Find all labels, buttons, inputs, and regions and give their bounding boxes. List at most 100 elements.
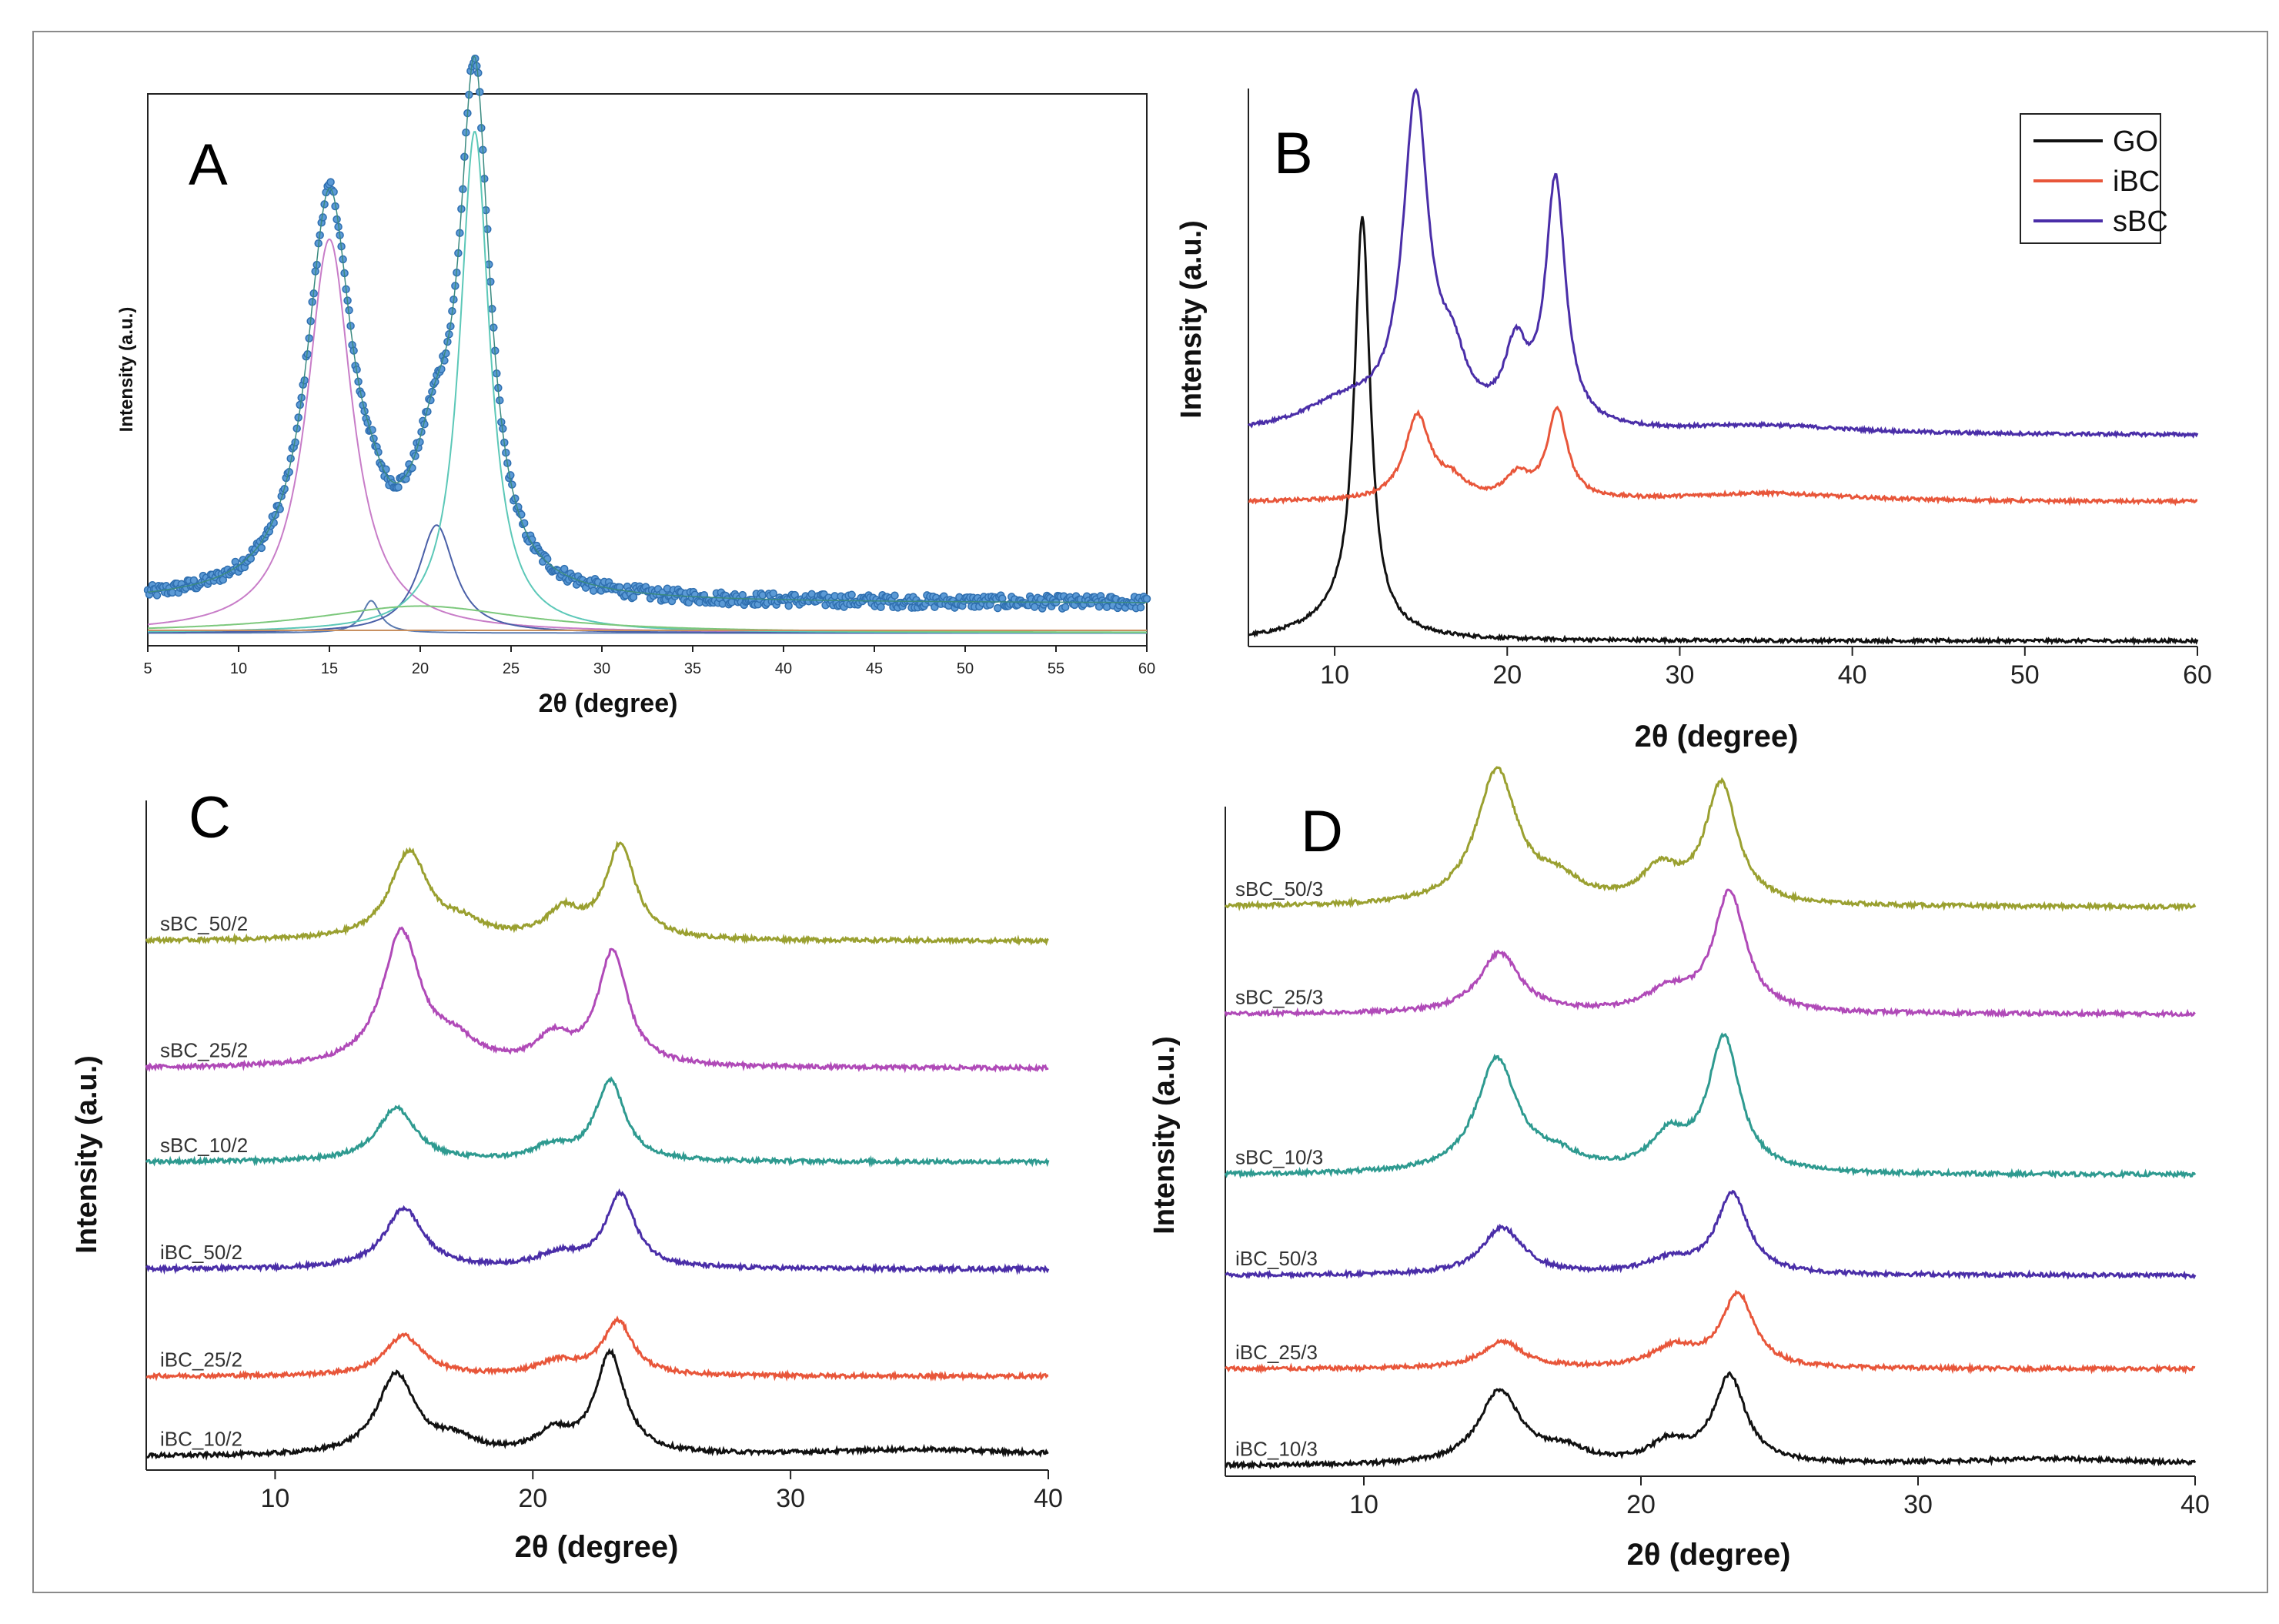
panel-a-series-measured-point <box>847 590 856 600</box>
panel-c-series-sbc-50-2-label: sBC_50/2 <box>160 912 248 935</box>
panel-a-series-measured-point <box>629 593 638 601</box>
panel-a-xtick-label-45: 45 <box>866 660 883 677</box>
panel-d-xtick-label-20: 20 <box>1626 1490 1656 1519</box>
panel-d-series: iBC_10/3 iBC_25/3 iBC_50/3 sBC_10/3 sBC_25/3… <box>1224 766 2197 1471</box>
panel-c-series-ibc-10-2 <box>145 1348 1049 1461</box>
panel-b-xtick-label-20: 20 <box>1492 660 1522 690</box>
panel-a-series-measured <box>143 54 1151 613</box>
panel-a-series-measured-point <box>394 483 403 492</box>
panel-c-series-ibc-50-2 <box>145 1188 1050 1275</box>
panel-a-series-measured-point <box>189 576 199 585</box>
panel-c-series-ibc-25-2-label: iBC_25/2 <box>160 1348 242 1372</box>
legend-label-ibc: iBC <box>2113 165 2160 198</box>
panel-a-series-measured-point <box>877 603 885 612</box>
panel-d-series-sbc-10-3-label: sBC_10/3 <box>1235 1145 1323 1168</box>
panel-d-xtick-label-30: 30 <box>1903 1490 1933 1519</box>
panel-b-series <box>1247 88 2199 647</box>
panel-b-series-ibc <box>1248 406 2198 506</box>
panel-a-series <box>143 54 1151 634</box>
panel-a: A 2θ (degree) Intensity (a.u.) 5 10 15 20 25… <box>116 54 1155 718</box>
panel-a-series-fit-23 <box>148 130 1147 633</box>
panel-a-series-measured-point <box>769 589 777 598</box>
panel-a-series-measured-point <box>738 590 747 600</box>
figure-frame <box>32 31 2268 1593</box>
panel-b-ticks: 10 20 30 40 50 60 <box>1320 647 2212 690</box>
panel-a-xtick-label-10: 10 <box>230 660 247 677</box>
panel-d-series-sbc-50-3 <box>1224 766 2197 912</box>
panel-a-series-measured-point <box>1136 603 1145 612</box>
panel-b-xtick-label-30: 30 <box>1666 660 1695 690</box>
panel-c-series-sbc-50-2 <box>145 840 1049 947</box>
panel-b-series-sbc <box>1247 88 2199 439</box>
panel-b: B 2θ (degree) Intensity (a.u.) 10 20 30 40 5… <box>1175 88 2212 754</box>
panel-c-series-ibc-50-2-label: iBC_50/2 <box>160 1241 242 1264</box>
panel-a-series-measured-point <box>560 564 569 573</box>
panel-a-xtick-label-15: 15 <box>321 660 338 677</box>
panel-d-series-sbc-50-3-label: sBC_50/3 <box>1235 877 1323 901</box>
panel-a-series-measured-point <box>784 601 793 610</box>
panel-a-xtick-label-25: 25 <box>503 660 520 677</box>
panel-d-series-ibc-10-3-label: iBC_10/3 <box>1235 1437 1318 1460</box>
panel-d-series-sbc-25-3-label: sBC_25/3 <box>1235 986 1323 1009</box>
panel-b-xtick-label-60: 60 <box>2183 660 2212 690</box>
panel-c-series-sbc-10-2 <box>145 1076 1050 1168</box>
panel-b-legend: GO iBC sBC <box>2020 113 2168 244</box>
panel-c-xtick-label-10: 10 <box>261 1484 290 1513</box>
panel-d-ylabel: Intensity (a.u.) <box>1148 1036 1181 1235</box>
panel-b-xlabel: 2θ (degree) <box>1635 720 1799 754</box>
panel-c-series-ibc-25-2 <box>145 1315 1049 1382</box>
panel-a-letter: A <box>189 132 228 198</box>
panel-c-letter: C <box>189 785 231 850</box>
panel-a-xtick-label-50: 50 <box>957 660 974 677</box>
panel-d-xtick-label-10: 10 <box>1349 1490 1378 1519</box>
panel-a-series-amorphous <box>148 605 1147 633</box>
panel-a-series-measured-point <box>332 215 341 224</box>
legend-label-go: GO <box>2113 125 2158 158</box>
panel-a-series-measured-point <box>1142 594 1151 603</box>
panel-c: C 2θ (degree) Intensity (a.u.) 10 20 30 40 … <box>71 785 1063 1564</box>
panel-a-series-fit-21 <box>148 524 1147 634</box>
panel-a-series-measured-point <box>1061 603 1070 611</box>
panel-c-xtick-label-40: 40 <box>1034 1484 1063 1513</box>
panel-c-series-sbc-25-2 <box>145 926 1049 1074</box>
panel-c-ylabel: Intensity (a.u.) <box>71 1055 103 1254</box>
panel-a-plot-box <box>147 93 1148 647</box>
panel-c-series: iBC_10/2 iBC_25/2 iBC_50/2 sBC_10/2 sBC_25/2… <box>145 840 1050 1461</box>
panel-d-series-sbc-10-3 <box>1224 1032 2197 1180</box>
panel-d-xtick-label-40: 40 <box>2180 1490 2210 1519</box>
panel-a-xtick-label-20: 20 <box>412 660 429 677</box>
panel-c-series-sbc-10-2-label: sBC_10/2 <box>160 1134 248 1157</box>
panel-d-xlabel: 2θ (degree) <box>1627 1538 1791 1572</box>
panel-d-series-sbc-25-3 <box>1224 888 2196 1019</box>
panel-a-series-measured-point <box>994 603 1002 613</box>
panel-a-ticks: 5 10 15 20 25 30 35 40 45 50 55 60 <box>143 646 1155 677</box>
panel-d: D 2θ (degree) Intensity (a.u.) 10 20 30 40 … <box>1148 766 2210 1572</box>
panel-a-series-fit-15 <box>147 238 1147 633</box>
panel-a-xtick-label-35: 35 <box>684 660 701 677</box>
panel-a-xtick-label-40: 40 <box>775 660 792 677</box>
panel-a-series-measured-point <box>326 178 335 186</box>
panel-d-series-ibc-10-3 <box>1224 1371 2197 1471</box>
panel-c-ticks: 10 20 30 40 <box>261 1470 1063 1513</box>
panel-a-series-measured-point <box>891 591 899 600</box>
panel-d-series-ibc-25-3-label: iBC_25/3 <box>1235 1341 1318 1364</box>
panel-b-xtick-label-40: 40 <box>1838 660 1867 690</box>
panel-b-xtick-label-50: 50 <box>2010 660 2040 690</box>
panel-d-series-ibc-50-3 <box>1225 1189 2197 1281</box>
panel-c-xtick-label-30: 30 <box>776 1484 805 1513</box>
panel-c-series-sbc-25-2-label: sBC_25/2 <box>160 1039 248 1062</box>
legend-label-sbc: sBC <box>2113 206 2168 238</box>
panel-a-series-measured-point <box>246 554 256 563</box>
panel-a-series-measured-point <box>543 554 552 563</box>
panel-b-letter: B <box>1274 121 1313 186</box>
panel-a-xtick-label-55: 55 <box>1048 660 1064 677</box>
panel-a-xlabel: 2θ (degree) <box>539 689 678 718</box>
panel-b-xtick-label-10: 10 <box>1320 660 1349 690</box>
panel-a-xtick-label-5: 5 <box>143 660 152 677</box>
panel-b-ylabel: Intensity (a.u.) <box>1175 220 1208 419</box>
panel-d-ticks: 10 20 30 40 <box>1349 1476 2210 1519</box>
panel-b-series-go <box>1248 216 2199 647</box>
panel-d-series-ibc-50-3-label: iBC_50/3 <box>1235 1247 1318 1270</box>
panel-d-letter: D <box>1301 799 1343 864</box>
